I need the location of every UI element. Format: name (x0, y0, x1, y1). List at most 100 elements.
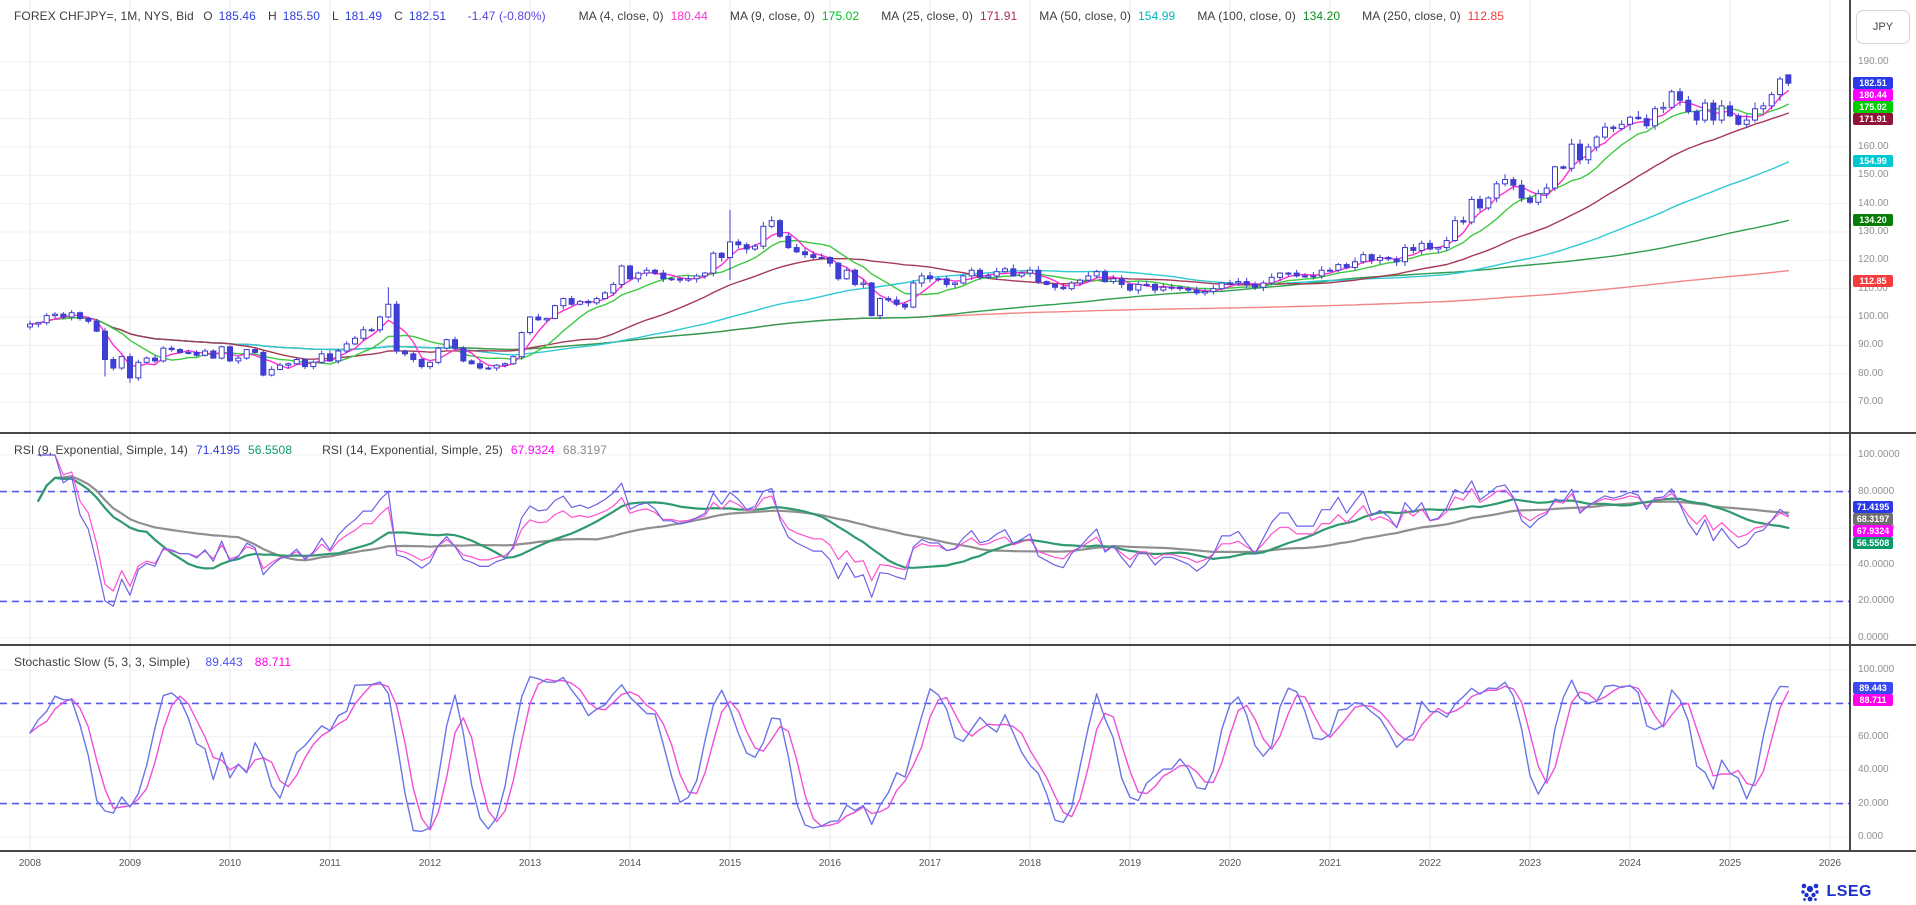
candle-body (635, 272, 642, 280)
candle-body (1202, 291, 1208, 294)
candle-body (1510, 179, 1517, 186)
last-value-badge: 154.99 (1853, 155, 1893, 167)
main-chart-legend[interactable]: FOREX CHFJPY=, 1M, NYS, Bid O 185.46 H 185.… (14, 9, 1532, 23)
year-axis-label: 2016 (818, 858, 842, 869)
panel-divider-rsi-stoch[interactable] (0, 644, 1916, 646)
candle-body (710, 252, 717, 274)
price-axis-tick: 130.00 (1858, 226, 1889, 237)
candle-body (810, 254, 817, 259)
slow-d-line (29, 678, 1790, 831)
candle-body (168, 347, 175, 351)
candle-body (593, 298, 600, 304)
year-axis-label: 2022 (1418, 858, 1442, 869)
candle-body (1160, 286, 1167, 291)
candle-body (893, 299, 900, 305)
candle-body (1135, 283, 1142, 291)
candle-body (1318, 269, 1325, 277)
candle-body (1443, 240, 1450, 249)
candle-body (535, 316, 542, 321)
candle-body (1227, 282, 1233, 285)
price-axis-line[interactable] (1849, 0, 1851, 851)
candle-body (818, 257, 825, 259)
candle-body (268, 368, 275, 376)
candle-body (443, 339, 450, 349)
candle-body (1218, 282, 1225, 290)
candle-body (1293, 272, 1300, 277)
candle-body (85, 317, 92, 322)
candle-body (1052, 283, 1058, 288)
candle-body (27, 323, 33, 328)
candle-body (318, 353, 325, 363)
candle-body (993, 271, 1000, 277)
year-axis-label: 2017 (918, 858, 942, 869)
candle-body (1235, 281, 1242, 284)
candle-body (343, 343, 350, 352)
rsi-legend-group: RSI (14, Exponential, Simple, 25) 67.9324… (322, 443, 607, 457)
candle-body (377, 316, 383, 331)
candle-body (1168, 286, 1175, 289)
candle-body (610, 283, 617, 294)
candle-body (43, 315, 50, 324)
candle-body (1752, 108, 1758, 121)
candle-body (677, 278, 683, 281)
currency-unit-button[interactable]: JPY (1856, 10, 1910, 44)
candle-body (1110, 278, 1117, 283)
candle-body (1610, 126, 1617, 130)
stochastic-legend[interactable]: Stochastic Slow (5, 3, 3, Simple) 89.443… (14, 655, 303, 669)
candle-body (660, 272, 667, 280)
candle-body (1760, 105, 1767, 110)
candle-body (1327, 269, 1333, 272)
last-value-badge: 112.85 (1853, 275, 1893, 287)
candle-body (927, 275, 933, 280)
candle-body (618, 265, 625, 285)
candle-body (510, 356, 517, 365)
last-value-badge: 180.44 (1853, 89, 1893, 101)
candle-body (1535, 193, 1542, 203)
candle-body (1027, 269, 1033, 274)
candle-body (218, 346, 225, 359)
ma-legend-item[interactable]: MA (9, close, 0) 175.02 (729, 9, 860, 23)
candle-body (1410, 247, 1417, 251)
price-axis-tick: 20.000 (1858, 798, 1889, 809)
candle-body (868, 282, 875, 317)
candle-body (1577, 143, 1583, 161)
candle-body (568, 298, 575, 305)
ma-legend-item[interactable]: MA (50, close, 0) 154.99 (1039, 9, 1176, 23)
candle-body (977, 269, 983, 278)
slow-k-line (29, 675, 1790, 833)
price-axis-tick: 40.0000 (1858, 559, 1895, 570)
rsi-14-sma-of-rsi9-line (37, 476, 1790, 570)
panel-divider-main-rsi[interactable] (0, 432, 1916, 434)
candle-body (518, 332, 525, 358)
ma-legend-item[interactable]: MA (25, close, 0) 171.91 (881, 9, 1018, 23)
ma-legend-item[interactable]: MA (4, close, 0) 180.44 (578, 9, 708, 23)
ma-legend-item[interactable]: MA (100, close, 0) 134.20 (1197, 9, 1341, 23)
candle-body (1093, 271, 1100, 277)
candle-body (427, 361, 433, 368)
candle-body (560, 298, 567, 307)
candle-body (827, 257, 833, 264)
candle-body (335, 350, 342, 362)
candle-body (1777, 78, 1783, 96)
lseg-logo: LSEG (1799, 881, 1872, 903)
candle-body (460, 347, 467, 362)
candle-body (277, 364, 283, 370)
candle-body (1260, 282, 1267, 288)
candle-body (1593, 136, 1600, 148)
candle-body (960, 275, 967, 284)
candle-body (852, 269, 858, 285)
candle-body (302, 359, 308, 368)
candle-body (52, 313, 58, 317)
candle-body (877, 298, 883, 317)
ma-legend-item[interactable]: MA (250, close, 0) 112.85 (1362, 9, 1505, 23)
candle-body (752, 245, 758, 250)
candle-body (1710, 102, 1717, 121)
candle-body (1652, 108, 1658, 127)
candle-body (118, 356, 125, 369)
candle-body (1252, 283, 1258, 288)
candle-body (152, 357, 158, 362)
rsi-legend[interactable]: RSI (9, Exponential, Simple, 14) 71.4195 5… (14, 443, 637, 457)
candle-body (327, 353, 333, 362)
candle-body (293, 359, 300, 365)
